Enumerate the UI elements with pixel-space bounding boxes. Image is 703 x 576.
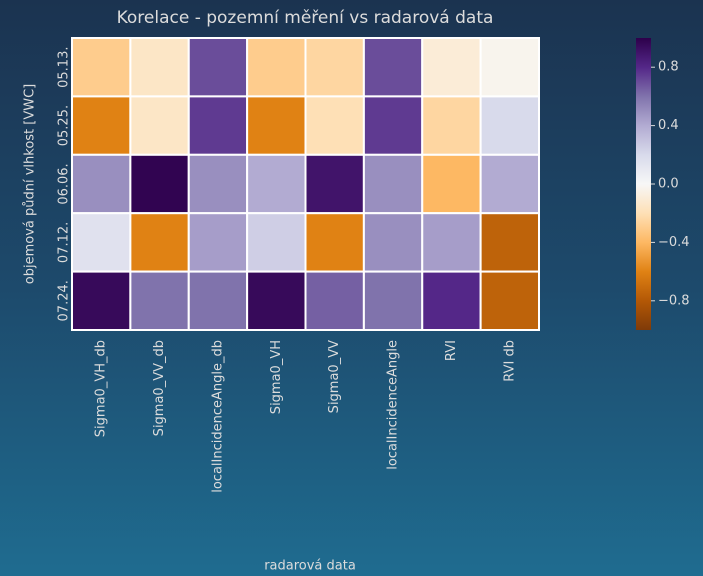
heatmap-cell [187, 153, 249, 215]
y-tick-label: 05.25. [57, 105, 72, 146]
x-tick-label: Sigma0_VH_db [94, 340, 109, 437]
chart-title: Korelace - pozemní měření vs radarová da… [117, 8, 494, 28]
heatmap-cell [246, 37, 307, 98]
heatmap-cell [421, 270, 482, 332]
heatmap-cell [71, 95, 132, 156]
colorbar [636, 38, 651, 330]
heatmap-cell [421, 95, 482, 156]
y-tick-label: 07.24. [57, 280, 72, 321]
colorbar-tick-label: −0.4 [658, 235, 690, 250]
x-tick-label: localIncidenceAngle [386, 340, 401, 470]
heatmap-cell [479, 212, 540, 273]
heatmap-cell [187, 270, 249, 332]
x-tick-label: Sigma0_VV_db [152, 340, 167, 436]
x-tick-label: Sigma0_VV [327, 340, 342, 413]
heatmap-cell [304, 37, 365, 98]
heatmap-cell [304, 95, 365, 156]
heatmap-cell [129, 153, 190, 215]
heatmap-cell [479, 95, 540, 156]
heatmap-cell [304, 153, 365, 215]
heatmap-cell [129, 270, 190, 332]
y-tick-label: 07.12. [57, 222, 72, 263]
heatmap-cell [71, 153, 132, 215]
heatmap-cell [246, 212, 307, 273]
heatmap-cell [362, 270, 424, 332]
colorbar-tick-label: 0.8 [658, 60, 679, 75]
heatmap-cell [246, 153, 307, 215]
x-axis-label: radarová data [264, 559, 356, 574]
heatmap-cell [479, 153, 540, 215]
heatmap-cell [129, 212, 190, 273]
heatmap-cell [362, 37, 424, 98]
heatmap-cell [479, 37, 540, 98]
y-tick-label: 05.13. [57, 47, 72, 88]
heatmap-cell [362, 212, 424, 273]
colorbar-tick-label: 0.0 [658, 177, 679, 192]
colorbar-tick-label: 0.4 [658, 118, 679, 133]
x-tick-label: RVI [444, 340, 459, 361]
colorbar-tick-label: −0.8 [658, 293, 690, 308]
x-tick-label: Sigma0_VH [269, 340, 284, 414]
heatmap-cell [421, 212, 482, 273]
y-tick-label: 06.06. [57, 163, 72, 204]
heatmap-cell [129, 37, 190, 98]
heatmap-cell [421, 153, 482, 215]
heatmap-cell [304, 270, 365, 332]
heatmap-cell [187, 37, 249, 98]
heatmap-cell [362, 95, 424, 156]
heatmap-cell [71, 212, 132, 273]
x-tick-label: RVI db [502, 340, 517, 382]
heatmap-cell [187, 95, 249, 156]
x-tick-label: localIncidenceAngle_db [210, 340, 225, 493]
heatmap-cell [304, 212, 365, 273]
heatmap-cell [71, 37, 132, 98]
heatmap-cell [71, 270, 132, 332]
heatmap-cell [246, 95, 307, 156]
y-axis-label: objemová půdní vlhkost [VWC] [23, 84, 38, 284]
heatmap-cell [421, 37, 482, 98]
heatmap-cell [362, 153, 424, 215]
heatmap-cell [246, 270, 307, 332]
heatmap-cell [129, 95, 190, 156]
heatmap-cell [479, 270, 540, 332]
heatmap-cell [187, 212, 249, 273]
